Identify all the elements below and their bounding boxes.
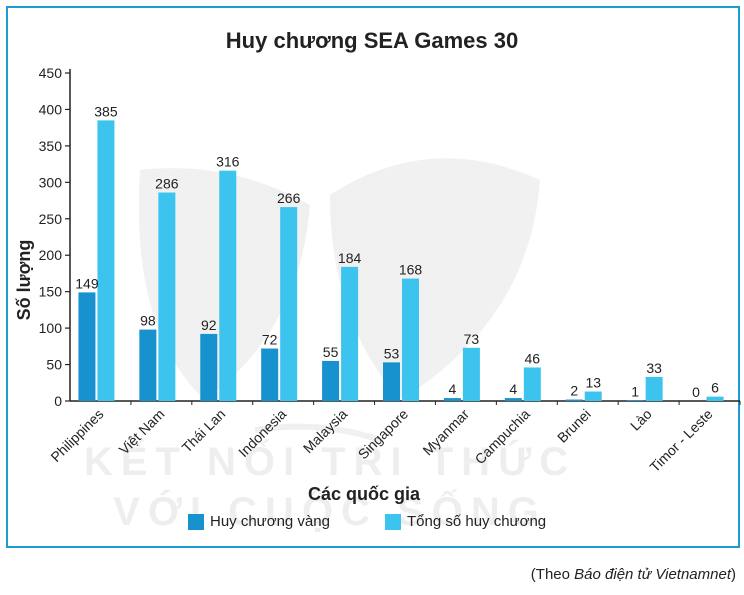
data-label: 385 — [94, 103, 118, 119]
y-tick-label: 100 — [39, 320, 63, 336]
y-tick-label: 400 — [39, 101, 63, 117]
watermark-line-1: KẾT NỐI TRI THỨC — [84, 438, 576, 484]
bar-gold — [443, 398, 461, 401]
data-label: 6 — [711, 380, 719, 396]
bar-gold — [78, 292, 96, 401]
bar-total — [219, 170, 237, 401]
data-label: 286 — [155, 176, 179, 192]
source-name: Báo điện tử Vietnamnet — [574, 566, 731, 583]
data-label: 184 — [338, 250, 362, 266]
source-note: (Theo Báo điện tử Vietnamnet) — [531, 566, 736, 583]
bar-gold — [139, 329, 157, 401]
data-label: 53 — [384, 345, 400, 361]
bar-total — [523, 367, 541, 401]
legend-swatch-total — [385, 513, 401, 530]
y-axis-label: Số lượng — [14, 240, 34, 321]
legend-swatch-gold — [188, 513, 204, 530]
bar-gold — [504, 398, 522, 401]
bar-total — [97, 120, 115, 401]
source-suffix: ) — [731, 566, 736, 583]
data-label: 92 — [201, 317, 217, 333]
data-label: 0 — [692, 384, 700, 400]
data-label: 33 — [646, 360, 662, 376]
source-prefix: (Theo — [530, 566, 575, 583]
bar-gold — [383, 362, 400, 401]
bar-total — [645, 376, 663, 401]
data-label: 55 — [323, 344, 339, 360]
bar-gold — [626, 400, 644, 401]
x-tick-label: Timor - Leste — [646, 406, 715, 475]
x-tick-label: Lào — [627, 406, 655, 434]
data-label: 46 — [525, 350, 541, 366]
chart-title: Huy chương SEA Games 30 — [226, 28, 518, 53]
legend-item-gold: Huy chương vàng — [188, 513, 330, 530]
bar-total — [462, 347, 480, 401]
data-label: 1 — [631, 383, 639, 399]
bar-total — [158, 192, 176, 401]
y-tick-label: 200 — [39, 247, 63, 263]
y-tick-label: 450 — [39, 65, 63, 81]
bar-gold — [261, 348, 279, 401]
legend-label-total: Tổng số huy chương — [407, 513, 547, 530]
chart-frame — [6, 6, 740, 548]
y-tick-label: 50 — [46, 357, 62, 373]
bar-gold — [322, 360, 340, 401]
legend-label-gold: Huy chương vàng — [210, 513, 330, 530]
bar-total — [584, 391, 602, 401]
data-label: 4 — [509, 381, 517, 397]
bar-total — [341, 266, 359, 401]
data-label: 98 — [140, 313, 156, 329]
legend-item-total: Tổng số huy chương — [385, 513, 546, 530]
bar-total — [280, 207, 298, 401]
watermark-line-2: VỚI CUỘC SỐNG — [113, 488, 547, 534]
data-label: 266 — [277, 190, 301, 206]
bar-total — [706, 396, 724, 401]
data-label: 13 — [585, 375, 601, 391]
data-label: 168 — [399, 262, 423, 278]
x-axis-label: Các quốc gia — [308, 484, 421, 504]
bar-gold — [200, 333, 218, 401]
data-label: 73 — [464, 331, 480, 347]
data-label: 316 — [216, 154, 240, 170]
y-tick-label: 350 — [39, 138, 63, 154]
y-tick-label: 0 — [54, 393, 62, 409]
data-label: 4 — [449, 381, 457, 397]
bar-total — [402, 278, 419, 401]
y-tick-label: 150 — [39, 284, 63, 300]
bar-gold — [565, 399, 583, 401]
y-tick-label: 250 — [39, 211, 63, 227]
data-label: 72 — [262, 332, 278, 348]
data-label: 2 — [570, 383, 578, 399]
y-tick-label: 300 — [39, 174, 63, 190]
data-label: 149 — [75, 275, 99, 291]
